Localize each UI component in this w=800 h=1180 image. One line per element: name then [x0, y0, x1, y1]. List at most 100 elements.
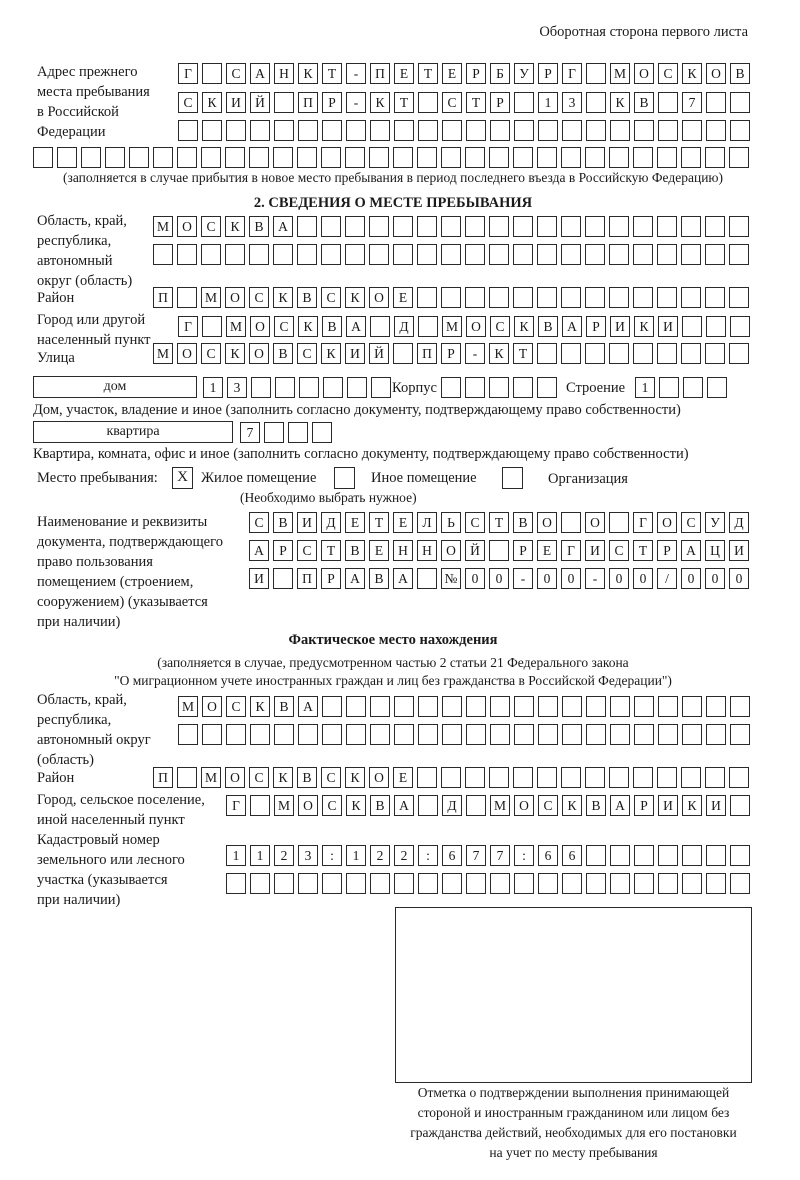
char-cell[interactable]	[658, 696, 678, 717]
char-cell[interactable]: И	[658, 795, 678, 816]
char-cell[interactable]: К	[273, 767, 293, 788]
char-cell[interactable]	[129, 147, 149, 168]
char-cell[interactable]	[346, 724, 366, 745]
char-cell[interactable]: П	[297, 568, 317, 589]
char-cell[interactable]	[490, 120, 510, 141]
char-cell[interactable]: Ь	[441, 512, 461, 533]
char-cell[interactable]	[682, 724, 702, 745]
char-cell[interactable]	[514, 92, 534, 113]
char-cell[interactable]	[706, 696, 726, 717]
char-cell[interactable]: С	[178, 92, 198, 113]
char-cell[interactable]	[634, 120, 654, 141]
char-cell[interactable]	[418, 795, 438, 816]
char-cell[interactable]	[609, 244, 629, 265]
char-cell[interactable]: О	[537, 512, 557, 533]
char-cell[interactable]	[682, 845, 702, 866]
char-cell[interactable]: Е	[345, 512, 365, 533]
char-cell[interactable]	[513, 147, 533, 168]
char-cell[interactable]: О	[369, 287, 389, 308]
char-cell[interactable]: Р	[441, 343, 461, 364]
char-cell[interactable]	[729, 216, 749, 237]
char-cell[interactable]	[513, 377, 533, 398]
char-cell[interactable]: М	[490, 795, 510, 816]
char-cell[interactable]	[312, 422, 332, 443]
char-cell[interactable]: М	[178, 696, 198, 717]
char-cell[interactable]	[586, 696, 606, 717]
char-cell[interactable]: 6	[562, 845, 582, 866]
char-cell[interactable]	[682, 120, 702, 141]
char-cell[interactable]	[609, 343, 629, 364]
char-cell[interactable]: Т	[513, 343, 533, 364]
char-cell[interactable]: К	[682, 63, 702, 84]
char-cell[interactable]: М	[610, 63, 630, 84]
char-cell[interactable]: О	[250, 316, 270, 337]
char-cell[interactable]: Е	[442, 63, 462, 84]
char-cell[interactable]: :	[418, 845, 438, 866]
char-cell[interactable]: К	[298, 63, 318, 84]
char-cell[interactable]	[681, 244, 701, 265]
char-cell[interactable]: О	[225, 287, 245, 308]
char-cell[interactable]	[369, 147, 389, 168]
char-cell[interactable]: И	[345, 343, 365, 364]
char-cell[interactable]	[489, 540, 509, 561]
char-cell[interactable]: И	[729, 540, 749, 561]
char-cell[interactable]: В	[274, 696, 294, 717]
char-cell[interactable]: А	[273, 216, 293, 237]
char-cell[interactable]	[730, 873, 750, 894]
char-cell[interactable]	[513, 767, 533, 788]
char-cell[interactable]: 2	[394, 845, 414, 866]
char-cell[interactable]: С	[465, 512, 485, 533]
char-cell[interactable]: К	[634, 316, 654, 337]
char-cell[interactable]: П	[370, 63, 390, 84]
char-cell[interactable]	[466, 873, 486, 894]
char-cell[interactable]	[513, 216, 533, 237]
char-cell[interactable]: М	[201, 767, 221, 788]
char-cell[interactable]: 1	[538, 92, 558, 113]
char-cell[interactable]	[729, 244, 749, 265]
char-cell[interactable]: М	[201, 287, 221, 308]
char-cell[interactable]	[370, 724, 390, 745]
char-cell[interactable]: С	[538, 795, 558, 816]
char-cell[interactable]	[465, 216, 485, 237]
char-cell[interactable]	[202, 724, 222, 745]
char-cell[interactable]: О	[514, 795, 534, 816]
char-cell[interactable]: К	[489, 343, 509, 364]
char-cell[interactable]	[707, 377, 727, 398]
char-cell[interactable]: К	[202, 92, 222, 113]
char-cell[interactable]: Р	[634, 795, 654, 816]
char-cell[interactable]: М	[153, 216, 173, 237]
char-cell[interactable]	[273, 147, 293, 168]
char-cell[interactable]	[442, 696, 462, 717]
char-cell[interactable]: О	[369, 767, 389, 788]
char-cell[interactable]	[442, 873, 462, 894]
char-cell[interactable]: 1	[346, 845, 366, 866]
stay-option-other-checkbox[interactable]	[334, 467, 355, 489]
char-cell[interactable]	[537, 216, 557, 237]
char-cell[interactable]: В	[273, 343, 293, 364]
char-cell[interactable]	[634, 696, 654, 717]
char-cell[interactable]: 1	[203, 377, 223, 398]
char-cell[interactable]: С	[201, 343, 221, 364]
char-cell[interactable]	[537, 287, 557, 308]
char-cell[interactable]	[705, 244, 725, 265]
char-cell[interactable]	[249, 147, 269, 168]
char-cell[interactable]: С	[490, 316, 510, 337]
char-cell[interactable]: И	[706, 795, 726, 816]
char-cell[interactable]: С	[322, 795, 342, 816]
char-cell[interactable]: С	[442, 92, 462, 113]
char-cell[interactable]: Р	[513, 540, 533, 561]
char-cell[interactable]: С	[226, 696, 246, 717]
char-cell[interactable]	[561, 216, 581, 237]
char-cell[interactable]	[275, 377, 295, 398]
char-cell[interactable]: А	[562, 316, 582, 337]
char-cell[interactable]: Р	[321, 568, 341, 589]
char-cell[interactable]	[417, 244, 437, 265]
char-cell[interactable]	[418, 316, 438, 337]
char-cell[interactable]	[465, 767, 485, 788]
char-cell[interactable]	[489, 244, 509, 265]
char-cell[interactable]: В	[297, 767, 317, 788]
char-cell[interactable]: Т	[489, 512, 509, 533]
char-cell[interactable]	[441, 767, 461, 788]
char-cell[interactable]	[609, 287, 629, 308]
char-cell[interactable]: С	[226, 63, 246, 84]
